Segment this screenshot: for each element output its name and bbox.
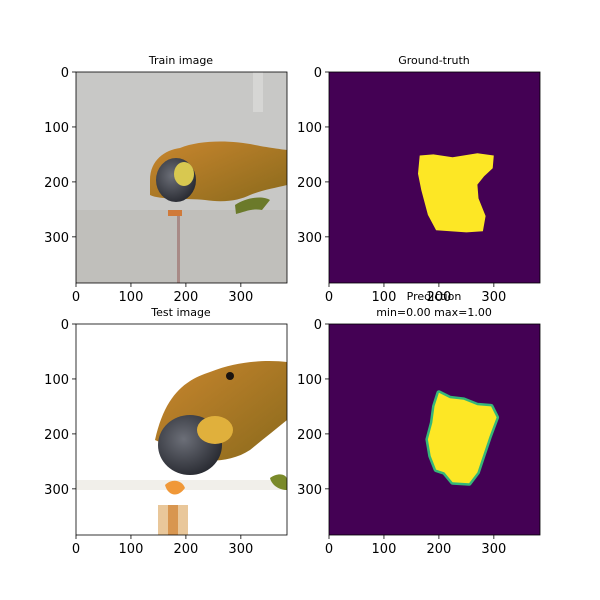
axis-ticks: 0 100 200 300 0 100 200 300 0 100 200 300 0 100 200 300… bbox=[44, 66, 506, 557]
x-tick-label: 0 bbox=[325, 290, 333, 305]
y-tick-label: 0 bbox=[314, 318, 322, 333]
y-tick-label: 300 bbox=[44, 483, 69, 498]
x-tick-label: 0 bbox=[325, 542, 333, 557]
x-tick-label: 300 bbox=[481, 542, 506, 557]
x-tick-label: 300 bbox=[228, 290, 253, 305]
y-tick-label: 100 bbox=[44, 121, 69, 136]
test-image-photo bbox=[76, 324, 287, 535]
y-tick-label: 0 bbox=[61, 318, 69, 333]
ground-truth-title: Ground-truth bbox=[398, 54, 470, 67]
y-tick-label: 100 bbox=[44, 373, 69, 388]
test-image-panel: Test image bbox=[75, 306, 288, 536]
y-tick-label: 200 bbox=[44, 176, 69, 191]
x-tick-label: 200 bbox=[173, 542, 198, 557]
ground-truth-panel: Ground-truth bbox=[328, 54, 541, 284]
y-tick-label: 200 bbox=[297, 428, 322, 443]
y-tick-label: 200 bbox=[44, 428, 69, 443]
y-tick-label: 0 bbox=[61, 66, 69, 81]
y-tick-label: 100 bbox=[297, 373, 322, 388]
train-image-panel: Train image bbox=[75, 54, 288, 284]
y-tick-label: 0 bbox=[314, 66, 322, 81]
x-tick-label: 100 bbox=[372, 290, 397, 305]
prediction-subtitle: min=0.00 max=1.00 bbox=[376, 306, 492, 319]
x-tick-label: 200 bbox=[173, 290, 198, 305]
x-tick-label: 0 bbox=[72, 542, 80, 557]
y-tick-label: 200 bbox=[297, 176, 322, 191]
y-tick-label: 300 bbox=[297, 483, 322, 498]
test-image-title: Test image bbox=[150, 306, 211, 319]
prediction-mask bbox=[427, 392, 497, 484]
x-tick-label: 100 bbox=[119, 290, 144, 305]
y-tick-label: 100 bbox=[297, 121, 322, 136]
x-tick-label: 0 bbox=[72, 290, 80, 305]
prediction-title: Prediction bbox=[407, 290, 462, 303]
y-tick-label: 300 bbox=[44, 231, 69, 246]
prediction-panel: Prediction min=0.00 max=1.00 bbox=[328, 290, 541, 536]
x-tick-label: 200 bbox=[426, 290, 451, 305]
x-tick-label: 200 bbox=[426, 542, 451, 557]
x-tick-label: 300 bbox=[481, 290, 506, 305]
train-image-photo bbox=[76, 72, 287, 283]
x-tick-label: 100 bbox=[119, 542, 144, 557]
ground-truth-mask bbox=[418, 153, 494, 233]
x-tick-label: 300 bbox=[228, 542, 253, 557]
y-tick-label: 300 bbox=[297, 231, 322, 246]
x-tick-label: 100 bbox=[372, 542, 397, 557]
train-image-title: Train image bbox=[148, 54, 213, 67]
